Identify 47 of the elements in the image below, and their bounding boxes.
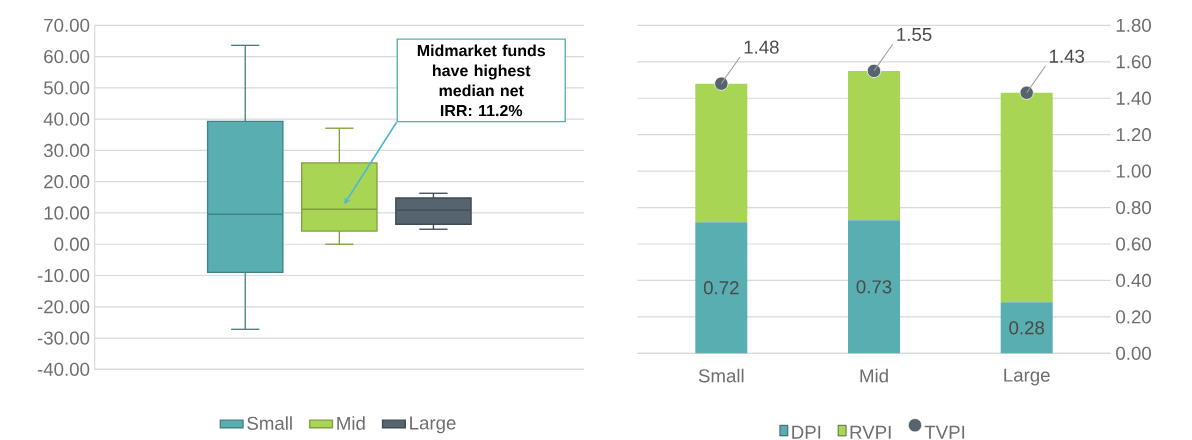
data-label: 0.28 (1009, 321, 1045, 335)
y-tick-label: 50.00 (44, 81, 90, 95)
y-tick-label: -10.00 (37, 268, 90, 283)
y-tick-label: 20.00 (44, 175, 90, 189)
bar (695, 83, 748, 223)
legend-label: Large (410, 416, 456, 434)
bar (695, 222, 748, 354)
bar (1000, 302, 1053, 354)
point (866, 63, 882, 78)
y-tick-label: 10.00 (44, 206, 90, 220)
y-tick-label: 0.00 (1116, 346, 1151, 360)
y-tick-label: -40.00 (37, 362, 90, 376)
y-tick-label: -30.00 (37, 331, 90, 345)
legend-label: DPI (792, 425, 821, 439)
y-tick-label: 0.20 (1116, 310, 1151, 324)
y-tick-label: 0.60 (1116, 237, 1151, 251)
data-label: 1.48 (744, 40, 779, 54)
legend-label: Mid (337, 416, 365, 430)
data-label: 1.43 (1049, 49, 1085, 63)
y-tick-label: 30.00 (43, 143, 90, 158)
legend-label: Small (247, 416, 292, 430)
legend-label: RVPI (850, 425, 891, 439)
y-tick-label: 1.00 (1116, 164, 1151, 178)
data-label: 1.55 (897, 28, 932, 42)
point (714, 76, 729, 91)
y-tick-label: 40.00 (43, 112, 90, 126)
y-tick-label: 70.00 (44, 18, 90, 32)
bar (848, 220, 901, 354)
point (1019, 85, 1034, 100)
y-tick-label: 0.80 (1116, 200, 1151, 215)
annotation: Midmarket funds have highest median net IRR: 11.2% (417, 44, 546, 117)
bar (848, 70, 901, 221)
y-tick-label: 1.40 (1116, 91, 1151, 105)
y-tick-label: 0.40 (1116, 273, 1151, 288)
y-tick-label: -20.00 (37, 300, 90, 314)
y-tick-label: 60.00 (44, 49, 90, 64)
y-tick-label: 0.00 (54, 237, 90, 251)
y-tick-label: 1.20 (1116, 128, 1151, 142)
x-tick-label: Small (698, 368, 744, 383)
bar (1000, 92, 1053, 303)
y-tick-label: 1.60 (1116, 55, 1151, 69)
x-tick-label: Mid (860, 368, 888, 383)
y-tick-label: 1.80 (1116, 18, 1151, 32)
data-label: 0.72 (703, 281, 739, 295)
legend-label: TVPI (924, 425, 965, 439)
x-tick-label: Large (1004, 368, 1050, 386)
data-label: 0.73 (856, 280, 892, 294)
